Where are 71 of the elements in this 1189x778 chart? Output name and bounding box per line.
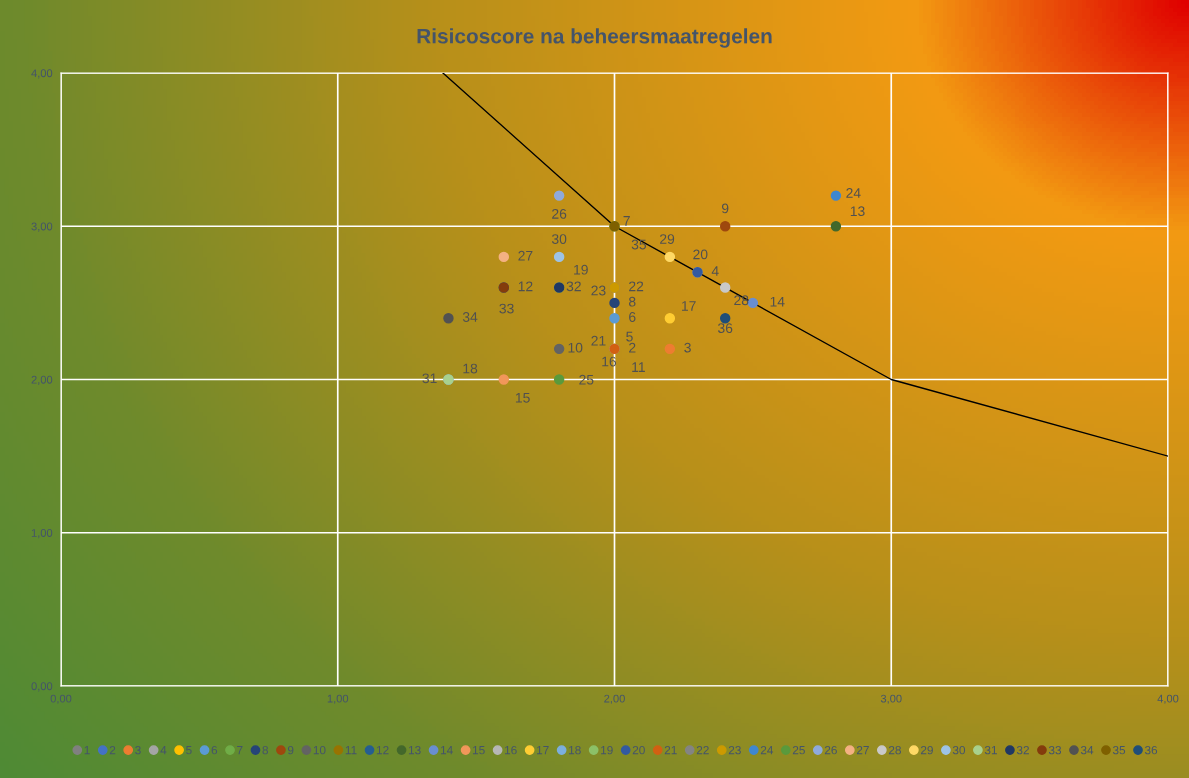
text: 32 <box>566 281 581 292</box>
legend-label: 29 <box>920 745 933 755</box>
text: 26 <box>552 208 567 219</box>
legend-label: 20 <box>632 745 645 755</box>
legend-label: 15 <box>472 746 485 755</box>
text: 9 <box>721 203 729 214</box>
legend-label: 23 <box>728 745 741 755</box>
y-tick-label: 1,00 <box>31 529 53 539</box>
text: 12 <box>518 281 533 292</box>
chart-title: Risicoscore na beheersmaatregelen <box>417 28 772 48</box>
text: 21 <box>591 335 606 346</box>
legend-label: 12 <box>376 745 389 755</box>
text: 13 <box>850 206 865 217</box>
text: 6 <box>629 312 636 322</box>
legend-label: 4 <box>160 746 167 755</box>
text: 19 <box>574 264 588 275</box>
text: 29 <box>660 234 675 244</box>
text: 23 <box>591 285 606 296</box>
legend-label: 13 <box>408 745 421 755</box>
text: 35 <box>631 239 647 250</box>
x-tick-label: 1,00 <box>327 694 349 704</box>
legend-label: 36 <box>1144 745 1158 755</box>
legend-label: 7 <box>237 746 243 755</box>
text: 22 <box>629 281 644 292</box>
legend-label: 24 <box>760 745 774 755</box>
text: 20 <box>693 249 708 260</box>
x-tick-label: 3,00 <box>880 694 902 704</box>
legend-label: 33 <box>1048 745 1062 755</box>
text: 30 <box>551 234 567 244</box>
legend-label: 21 <box>664 745 677 755</box>
legend-label: 6 <box>211 745 218 755</box>
text: 14 <box>770 296 785 307</box>
legend-label: 28 <box>888 745 901 755</box>
text: 33 <box>499 303 514 314</box>
legend-label: 2 <box>109 745 116 755</box>
legend-label: 5 <box>186 746 192 755</box>
legend-label: 19 <box>601 745 613 755</box>
legend-label: 26 <box>824 745 837 755</box>
legend-label: 22 <box>696 745 709 755</box>
y-tick-label: 4,00 <box>31 69 53 79</box>
legend-label: 35 <box>1112 745 1126 755</box>
text: 11 <box>632 362 645 372</box>
legend-label: 30 <box>952 745 966 755</box>
legend-label: 32 <box>1016 745 1029 755</box>
legend-label: 25 <box>792 745 805 755</box>
x-tick-label: 2,00 <box>604 694 625 704</box>
legend-label: 16 <box>505 745 517 755</box>
text: 27 <box>518 250 533 261</box>
legend-label: 10 <box>313 745 326 755</box>
text: 24 <box>846 188 861 198</box>
text: 17 <box>682 301 696 311</box>
text: 18 <box>463 363 478 374</box>
text: 15 <box>515 392 530 403</box>
text: 34 <box>462 312 478 322</box>
text: 36 <box>718 323 733 334</box>
legend-label: 9 <box>287 745 294 755</box>
text: 8 <box>628 296 636 307</box>
legend-label: 31 <box>984 745 997 755</box>
legend-label: 18 <box>569 745 581 755</box>
legend-label: 11 <box>345 746 357 755</box>
legend-label: 14 <box>440 746 453 755</box>
legend-label: 34 <box>1080 745 1094 755</box>
text: 5 <box>626 331 633 342</box>
y-tick-label: 2,00 <box>31 375 53 385</box>
text: 4 <box>711 266 719 276</box>
legend-label: 27 <box>856 745 869 755</box>
text: 7 <box>623 216 630 226</box>
text: 10 <box>568 342 583 353</box>
legend-label: 17 <box>537 746 549 755</box>
y-tick-label: 3,00 <box>31 222 53 232</box>
x-tick-label: 4,00 <box>1157 694 1179 704</box>
